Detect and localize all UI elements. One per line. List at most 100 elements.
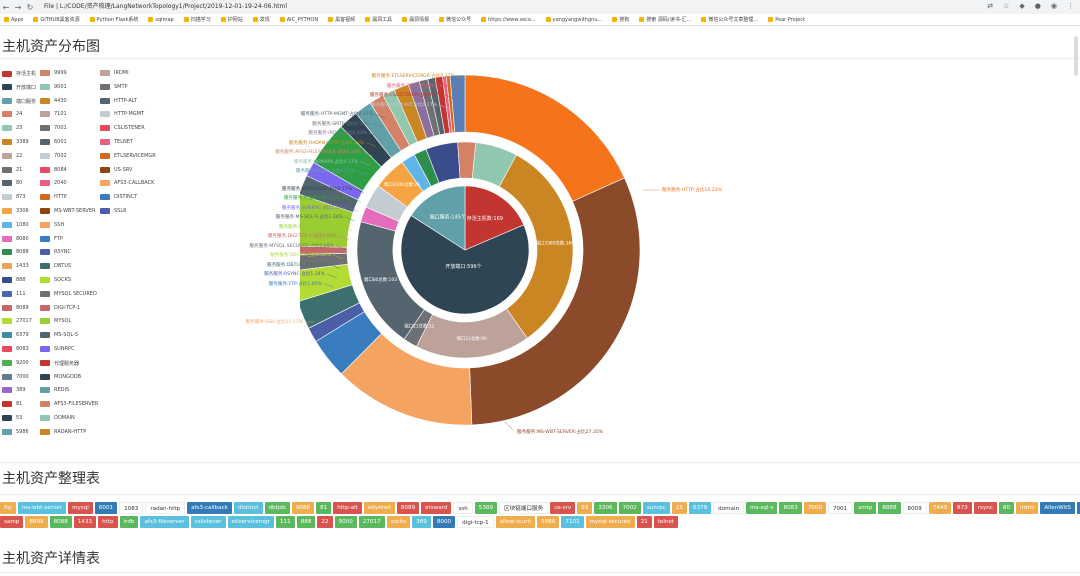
legend-item[interactable]: 8088 bbox=[2, 249, 29, 256]
legend-item[interactable]: MS-SQL-S bbox=[40, 332, 78, 339]
legend-item[interactable]: 53 bbox=[2, 415, 22, 421]
legend-item[interactable]: 开放端口 bbox=[2, 84, 36, 91]
legend-item[interactable]: SSLR bbox=[100, 208, 127, 214]
translate-icon[interactable]: ⇄ bbox=[987, 2, 994, 10]
legend-item[interactable]: DIGI-TCP-1 bbox=[40, 304, 80, 311]
legend-item[interactable]: 9001 bbox=[40, 83, 67, 90]
legend-item[interactable]: AFS3-FILESERVER bbox=[40, 401, 98, 408]
back-icon[interactable]: ← bbox=[2, 2, 10, 12]
asset-tag[interactable]: 1433 bbox=[73, 516, 97, 528]
legend-item[interactable]: 81 bbox=[2, 401, 22, 408]
legend-item[interactable]: 5986 bbox=[2, 428, 29, 435]
legend-item[interactable]: CSLISTENER bbox=[100, 125, 145, 132]
asset-tag[interactable]: rsync bbox=[973, 502, 997, 514]
url-input[interactable]: File | L:/CODE/资产梳理/LangNetworkTopology1… bbox=[44, 3, 288, 10]
asset-tag[interactable]: etlservicemgr bbox=[227, 516, 275, 528]
asset-tag[interactable]: ms-sql-s bbox=[746, 502, 778, 514]
legend-item[interactable]: 3389 bbox=[2, 139, 29, 145]
legend-item[interactable]: MS-WBT-SERVER bbox=[40, 208, 95, 214]
asset-tag[interactable]: smtp bbox=[854, 502, 877, 514]
legend-item[interactable]: RADAN-HTTP bbox=[40, 428, 86, 435]
legend-item[interactable]: 80 bbox=[2, 180, 22, 187]
bookmark-item[interactable]: 搜索 源码(读书-汇... bbox=[639, 16, 691, 23]
bookmark-item[interactable]: 扫描学习 bbox=[183, 16, 211, 23]
asset-tag[interactable]: irdb bbox=[119, 516, 139, 528]
legend-item[interactable]: 7002 bbox=[40, 152, 67, 159]
asset-tag[interactable]: 7001 bbox=[827, 502, 853, 514]
asset-tag[interactable]: mysql-secured bbox=[585, 516, 635, 528]
legend-item[interactable]: MYSQL SECURED bbox=[40, 290, 97, 297]
legend-item[interactable]: DOMAIN bbox=[40, 415, 75, 421]
asset-tag[interactable]: 25 bbox=[671, 502, 687, 514]
bookmark-item[interactable]: 漏洞工具 bbox=[365, 16, 392, 23]
account-icon[interactable]: ◉ bbox=[1050, 2, 1057, 10]
legend-item[interactable]: MONGODB bbox=[40, 373, 81, 380]
asset-tag[interactable]: distinct bbox=[233, 502, 263, 514]
legend-item[interactable]: 389 bbox=[2, 387, 26, 394]
legend-item[interactable]: SSH bbox=[40, 221, 64, 228]
pie-slice-port[interactable] bbox=[457, 141, 477, 179]
legend-item[interactable]: 9200 bbox=[2, 359, 29, 366]
legend-item[interactable]: 存活主机 bbox=[2, 70, 36, 77]
legend-item[interactable]: 7101 bbox=[40, 111, 67, 118]
bookmark-item[interactable]: 发现 bbox=[252, 16, 270, 23]
legend-item[interactable]: 7000 bbox=[2, 373, 29, 380]
asset-tag[interactable]: digi-tcp-1 bbox=[457, 516, 494, 528]
legend-item[interactable]: REDIS bbox=[40, 387, 69, 394]
asset-tag[interactable]: 8899 bbox=[25, 516, 48, 528]
asset-tag[interactable]: 6001 bbox=[94, 502, 118, 514]
asset-tag[interactable]: radan-http bbox=[145, 502, 186, 514]
extension-icon[interactable]: ◆ bbox=[1019, 2, 1025, 10]
asset-tag[interactable]: 8083 bbox=[779, 502, 802, 514]
asset-tag[interactable]: 25 bbox=[1076, 502, 1080, 514]
asset-tag[interactable]: 6379 bbox=[688, 502, 712, 514]
legend-item[interactable]: 8084 bbox=[40, 166, 67, 173]
legend-item[interactable]: 7001 bbox=[40, 125, 67, 132]
legend-item[interactable]: AFS3-CALLBACK bbox=[100, 180, 154, 187]
asset-tag[interactable]: 389 bbox=[412, 516, 431, 528]
pie-slice-summary[interactable] bbox=[410, 185, 466, 251]
legend-item[interactable]: 代理服务器 bbox=[40, 360, 79, 367]
asset-tag[interactable]: ssh bbox=[453, 502, 473, 514]
asset-tag[interactable]: 21 bbox=[636, 516, 652, 528]
asset-tag[interactable]: 8089 bbox=[396, 502, 420, 514]
asset-tag[interactable]: afs3-fileserver bbox=[140, 516, 189, 528]
legend-item[interactable]: ETLSERVICEMGR bbox=[100, 152, 156, 159]
legend-item[interactable]: SMTP bbox=[100, 83, 128, 90]
asset-tag[interactable]: ms-wbt-server bbox=[17, 502, 67, 514]
asset-tag[interactable]: 5986 bbox=[537, 516, 560, 528]
bookmark-item[interactable]: 护网站 bbox=[220, 16, 243, 23]
bookmark-item[interactable]: 微信公众号文章整理... bbox=[701, 16, 758, 23]
bookmark-item[interactable]: yangyangwithgnu... bbox=[545, 17, 602, 23]
pie-slice-service[interactable] bbox=[449, 74, 466, 133]
asset-tag[interactable]: 1083 bbox=[119, 502, 144, 514]
forward-icon[interactable]: → bbox=[14, 2, 22, 12]
bookmark-item[interactable]: https://www.seco... bbox=[481, 17, 536, 23]
legend-item[interactable]: FTP bbox=[40, 235, 63, 242]
legend-item[interactable]: 6379 bbox=[2, 332, 29, 339]
asset-tag[interactable]: 27017 bbox=[358, 516, 385, 528]
asset-tag[interactable]: 3306 bbox=[594, 502, 617, 514]
legend-item[interactable]: 1433 bbox=[2, 263, 29, 270]
legend-item[interactable]: 27017 bbox=[2, 318, 32, 325]
asset-tag[interactable]: irdmi bbox=[1016, 502, 1039, 514]
asset-tag[interactable]: 8088 bbox=[49, 516, 72, 528]
asset-tag[interactable]: ftp bbox=[0, 502, 16, 514]
extension-icon-2[interactable]: ● bbox=[1034, 2, 1041, 10]
legend-item[interactable]: US-SRV bbox=[100, 166, 132, 173]
legend-item[interactable]: SOCKS bbox=[40, 277, 71, 283]
legend-item[interactable]: 8083 bbox=[2, 346, 29, 352]
asset-tag[interactable]: ebyenet bbox=[363, 502, 395, 514]
legend-item[interactable]: 888 bbox=[2, 277, 26, 283]
asset-tag[interactable]: mysql bbox=[68, 502, 93, 514]
legend-item[interactable]: 6001 bbox=[40, 139, 67, 145]
asset-tag[interactable]: samp bbox=[0, 516, 24, 528]
asset-tag[interactable]: 7101 bbox=[561, 516, 584, 528]
asset-tag[interactable]: 80 bbox=[998, 502, 1015, 514]
legend-item[interactable]: 端口服务 bbox=[2, 98, 36, 105]
asset-tag[interactable]: 7002 bbox=[618, 502, 641, 514]
asset-tag[interactable]: 93 bbox=[577, 502, 593, 514]
legend-item[interactable]: 111 bbox=[2, 290, 26, 297]
legend-item[interactable]: SUNRPC bbox=[40, 346, 75, 352]
asset-tag[interactable]: http bbox=[98, 516, 118, 528]
